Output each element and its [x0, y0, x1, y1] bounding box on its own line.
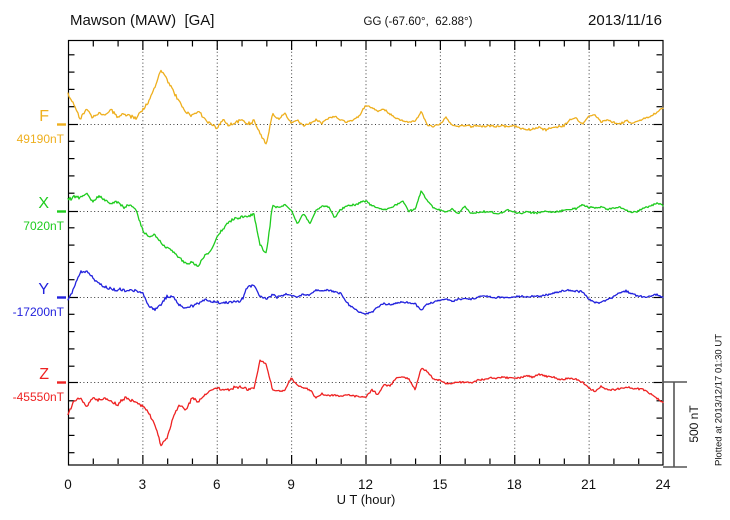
- x-tick-label: 18: [507, 477, 522, 492]
- geographic-coordinates: GG (-67.60°, 62.88°): [363, 16, 473, 28]
- trace-z: [67, 359, 664, 447]
- plot-timestamp-note: Plotted at 2013/12/17 01:30 UT: [713, 333, 725, 467]
- station-title: Mawson (MAW) [GA]: [70, 12, 215, 29]
- plot-date: 2013/11/16: [588, 12, 662, 29]
- plot-border: [67, 39, 664, 466]
- x-tick-label: 12: [358, 477, 373, 492]
- x-tick-label: 15: [432, 477, 447, 492]
- trace-y: [67, 270, 664, 315]
- x-tick-label: 24: [655, 477, 671, 492]
- baseline-value-f: 49190nT: [17, 132, 65, 146]
- trace-x: [67, 190, 664, 268]
- baseline-value-y: -17200nT: [13, 305, 65, 319]
- x-tick-label: 9: [287, 477, 295, 492]
- component-label-z: Z: [39, 366, 49, 383]
- x-axis-title: U T (hour): [336, 492, 396, 507]
- component-label-f: F: [39, 108, 49, 125]
- x-tick-label: 0: [64, 477, 72, 492]
- trace-f: [67, 69, 664, 145]
- x-tick-label: 3: [139, 477, 147, 492]
- x-tick-label: 21: [581, 477, 596, 492]
- x-tick-label: 6: [213, 477, 221, 492]
- scale-bar-label: 500 nT: [687, 405, 701, 443]
- baseline-value-z: -45550nT: [13, 390, 65, 404]
- component-label-x: X: [38, 195, 49, 212]
- baseline-value-x: 7020nT: [23, 219, 64, 233]
- component-label-y: Y: [38, 281, 49, 298]
